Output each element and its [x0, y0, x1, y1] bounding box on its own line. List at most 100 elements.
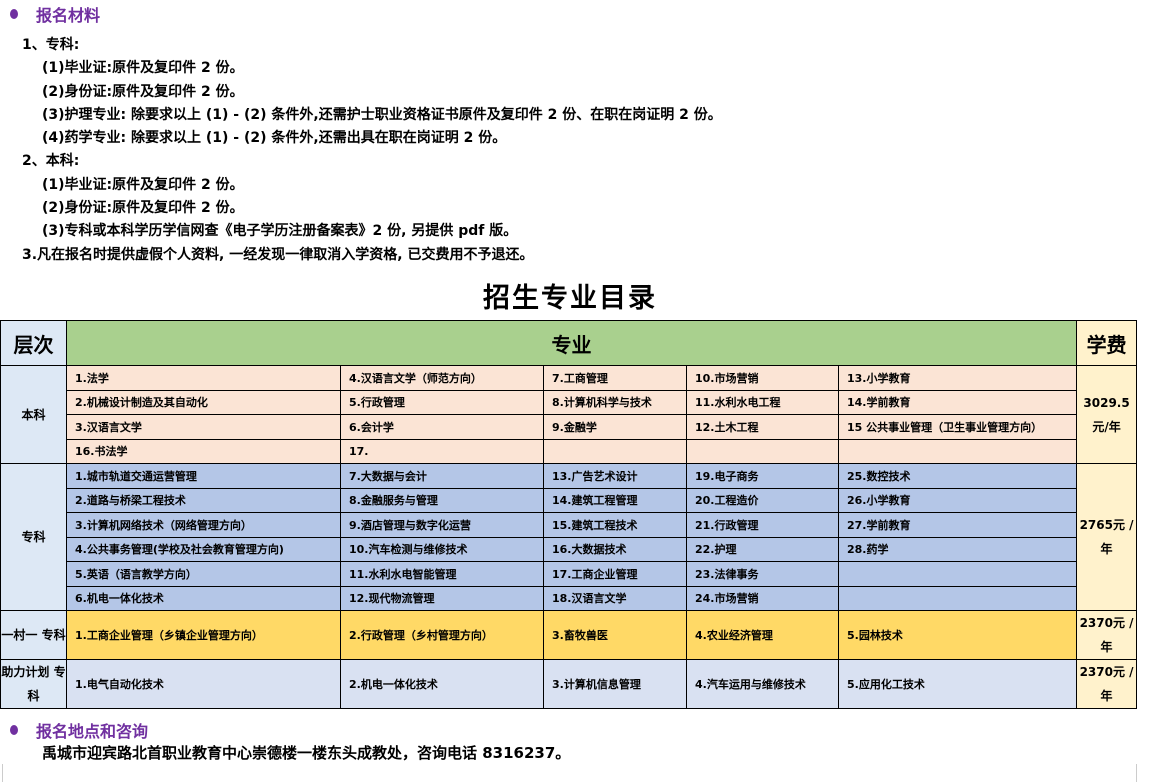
table-row: 2.道路与桥梁工程技术 8.金融服务与管理 14.建筑工程管理 20.工程造价 26.小… [1, 487, 1137, 513]
major-cell [543, 438, 687, 464]
major-cell: 10.市场营销 [686, 365, 839, 391]
major-cell: 2.机电一体化技术 [340, 659, 544, 709]
material-line: 2、本科: [22, 153, 80, 170]
major-cell: 7.大数据与会计 [340, 463, 544, 489]
major-cell: 2.机械设计制造及其自动化 [66, 389, 341, 415]
major-cell: 12.土木工程 [686, 414, 839, 440]
fee-cell: 2370元 /年 [1076, 659, 1138, 709]
material-line: (2)身份证:原件及复印件 2 份。 [42, 83, 244, 100]
table-row: 专科 1.城市轨道交通运营管理 7.大数据与会计 13.广告艺术设计 19.电子商务 25… [0, 463, 1138, 611]
table-row: 本科 1.法学 4.汉语言文学（师范方向） 7.工商管理 10.市场营销 13.小学教育 3… [0, 365, 1138, 464]
materials-list: 1、专科: (1)毕业证:原件及复印件 2 份。 (2)身份证:原件及复印件 2 份… [22, 34, 722, 267]
major-cell: 13.小学教育 [837, 365, 1078, 391]
catalog-title: 招生专业目录 [483, 283, 657, 314]
major-cell: 6.会计学 [340, 414, 544, 440]
major-cell: 5.园林技术 [837, 610, 1078, 660]
material-line: (4)药学专业: 除要求以上 (1) - (2) 条件外,还需出具在职在岗证明 … [42, 130, 507, 147]
major-cell: 3.计算机信息管理 [543, 659, 687, 709]
major-cell: 3.计算机网络技术（网络管理方向） [66, 512, 341, 538]
fee-cell: 3029.5 元/年 [1076, 365, 1138, 464]
level-cell: 本科 [0, 365, 67, 464]
major-cell: 11.水利水电工程 [686, 389, 839, 415]
major-cell: 14.学前教育 [837, 389, 1078, 415]
header-fee: 学费 [1076, 320, 1138, 366]
major-cell: 17.工商企业管理 [543, 561, 687, 587]
major-cell: 5.英语（语言教学方向） [66, 561, 341, 587]
major-cell [686, 438, 839, 464]
material-line: 3.凡在报名时提供虚假个人资料, 一经发现一律取消入学资格, 已交费用不予退还。 [22, 246, 534, 263]
major-cell: 1.法学 [66, 365, 341, 391]
bullet-icon [10, 9, 18, 19]
major-cell: 4.农业经济管理 [686, 610, 839, 660]
material-line: (2)身份证:原件及复印件 2 份。 [42, 200, 244, 217]
table-row: 6.机电一体化技术 12.现代物流管理 18.汉语言文学 24.市场营销 [1, 585, 1137, 611]
major-cell: 9.酒店管理与数字化运营 [340, 512, 544, 538]
major-cell [837, 561, 1078, 587]
table-row: 16.书法学 17. [1, 438, 1137, 464]
page-edge [2, 764, 3, 782]
major-cell: 18.汉语言文学 [543, 585, 687, 611]
major-cell: 24.市场营销 [686, 585, 839, 611]
major-cell: 14.建筑工程管理 [543, 487, 687, 513]
bullet-icon [10, 725, 18, 735]
table-row: 3.计算机网络技术（网络管理方向） 9.酒店管理与数字化运营 15.建筑工程技术 21… [1, 512, 1137, 538]
major-cell: 20.工程造价 [686, 487, 839, 513]
major-cell: 4.汽车运用与维修技术 [686, 659, 839, 709]
major-cell: 15 公共事业管理（卫生事业管理方向） [837, 414, 1078, 440]
major-cell: 21.行政管理 [686, 512, 839, 538]
major-cell: 9.金融学 [543, 414, 687, 440]
table-header-row: 层次 专业 学费 [0, 320, 1138, 366]
level-cell: 专科 [0, 463, 67, 611]
major-cell: 25.数控技术 [837, 463, 1078, 489]
header-level: 层次 [0, 320, 67, 366]
major-cell: 1.电气自动化技术 [66, 659, 341, 709]
major-cell: 3.汉语言文学 [66, 414, 341, 440]
level-cell: 一村一 专科 [0, 610, 67, 660]
major-cell: 1.工商企业管理（乡镇企业管理方向） [66, 610, 341, 660]
fee-cell: 2765元 /年 [1076, 463, 1138, 611]
major-cell: 5.行政管理 [340, 389, 544, 415]
major-cell: 2.行政管理（乡村管理方向） [340, 610, 544, 660]
major-cell [837, 438, 1078, 464]
major-cell: 4.公共事务管理(学校及社会教育管理方向) [66, 536, 341, 562]
table-row: 一村一 专科 1.工商企业管理（乡镇企业管理方向） 2.行政管理（乡村管理方向） 3.… [0, 610, 1138, 660]
major-cell: 16.书法学 [66, 438, 341, 464]
header-major: 专业 [65, 320, 1078, 366]
materials-title: 报名材料 [36, 6, 101, 25]
material-line: (1)毕业证:原件及复印件 2 份。 [42, 176, 244, 193]
major-cell: 5.应用化工技术 [837, 659, 1078, 709]
material-line: (1)毕业证:原件及复印件 2 份。 [42, 60, 244, 77]
major-cell: 15.建筑工程技术 [543, 512, 687, 538]
major-cell: 12.现代物流管理 [340, 585, 544, 611]
major-cell: 16.大数据技术 [543, 536, 687, 562]
major-cell: 7.工商管理 [543, 365, 687, 391]
material-line: (3)专科或本科学历学信网查《电子学历注册备案表》2 份, 另提供 pdf 版。 [42, 223, 518, 240]
major-cell: 22.护理 [686, 536, 839, 562]
major-cell: 6.机电一体化技术 [66, 585, 341, 611]
fee-cell: 2370元 /年 [1076, 610, 1138, 660]
material-line: (3)护理专业: 除要求以上 (1) - (2) 条件外,还需护士职业资格证书原… [42, 106, 722, 123]
majors-table: 层次 专业 学费 本科 1.法学 4.汉语言文学（师范方向） 7.工商管理 10.市场营… [0, 320, 1138, 709]
contact-address: 禹城市迎宾路北首职业教育中心崇德楼一楼东头成教处，咨询电话 8316237。 [42, 744, 571, 762]
major-cell: 19.电子商务 [686, 463, 839, 489]
major-cell: 2.道路与桥梁工程技术 [66, 487, 341, 513]
major-cell: 26.小学教育 [837, 487, 1078, 513]
table-row: 5.英语（语言教学方向） 11.水利水电智能管理 17.工商企业管理 23.法律事务 [1, 561, 1137, 587]
major-cell: 8.金融服务与管理 [340, 487, 544, 513]
major-cell: 11.水利水电智能管理 [340, 561, 544, 587]
level-cell: 助力计划 专科 [0, 659, 67, 709]
major-cell: 27.学前教育 [837, 512, 1078, 538]
major-cell [837, 585, 1078, 611]
section-title-materials: 报名材料 [10, 2, 100, 26]
table-row: 2.机械设计制造及其自动化 5.行政管理 8.计算机科学与技术 11.水利水电工程 14… [1, 389, 1137, 415]
major-cell: 17. [340, 438, 544, 464]
page-edge [1136, 764, 1137, 782]
table-row: 3.汉语言文学 6.会计学 9.金融学 12.土木工程 15 公共事业管理（卫生事业管理… [1, 414, 1137, 440]
major-cell: 23.法律事务 [686, 561, 839, 587]
major-cell: 10.汽车检测与维修技术 [340, 536, 544, 562]
major-cell: 28.药学 [837, 536, 1078, 562]
major-cell: 8.计算机科学与技术 [543, 389, 687, 415]
major-cell: 3.畜牧兽医 [543, 610, 687, 660]
section-title-contact: 报名地点和咨询 [10, 718, 148, 742]
material-line: 1、专科: [22, 37, 80, 53]
